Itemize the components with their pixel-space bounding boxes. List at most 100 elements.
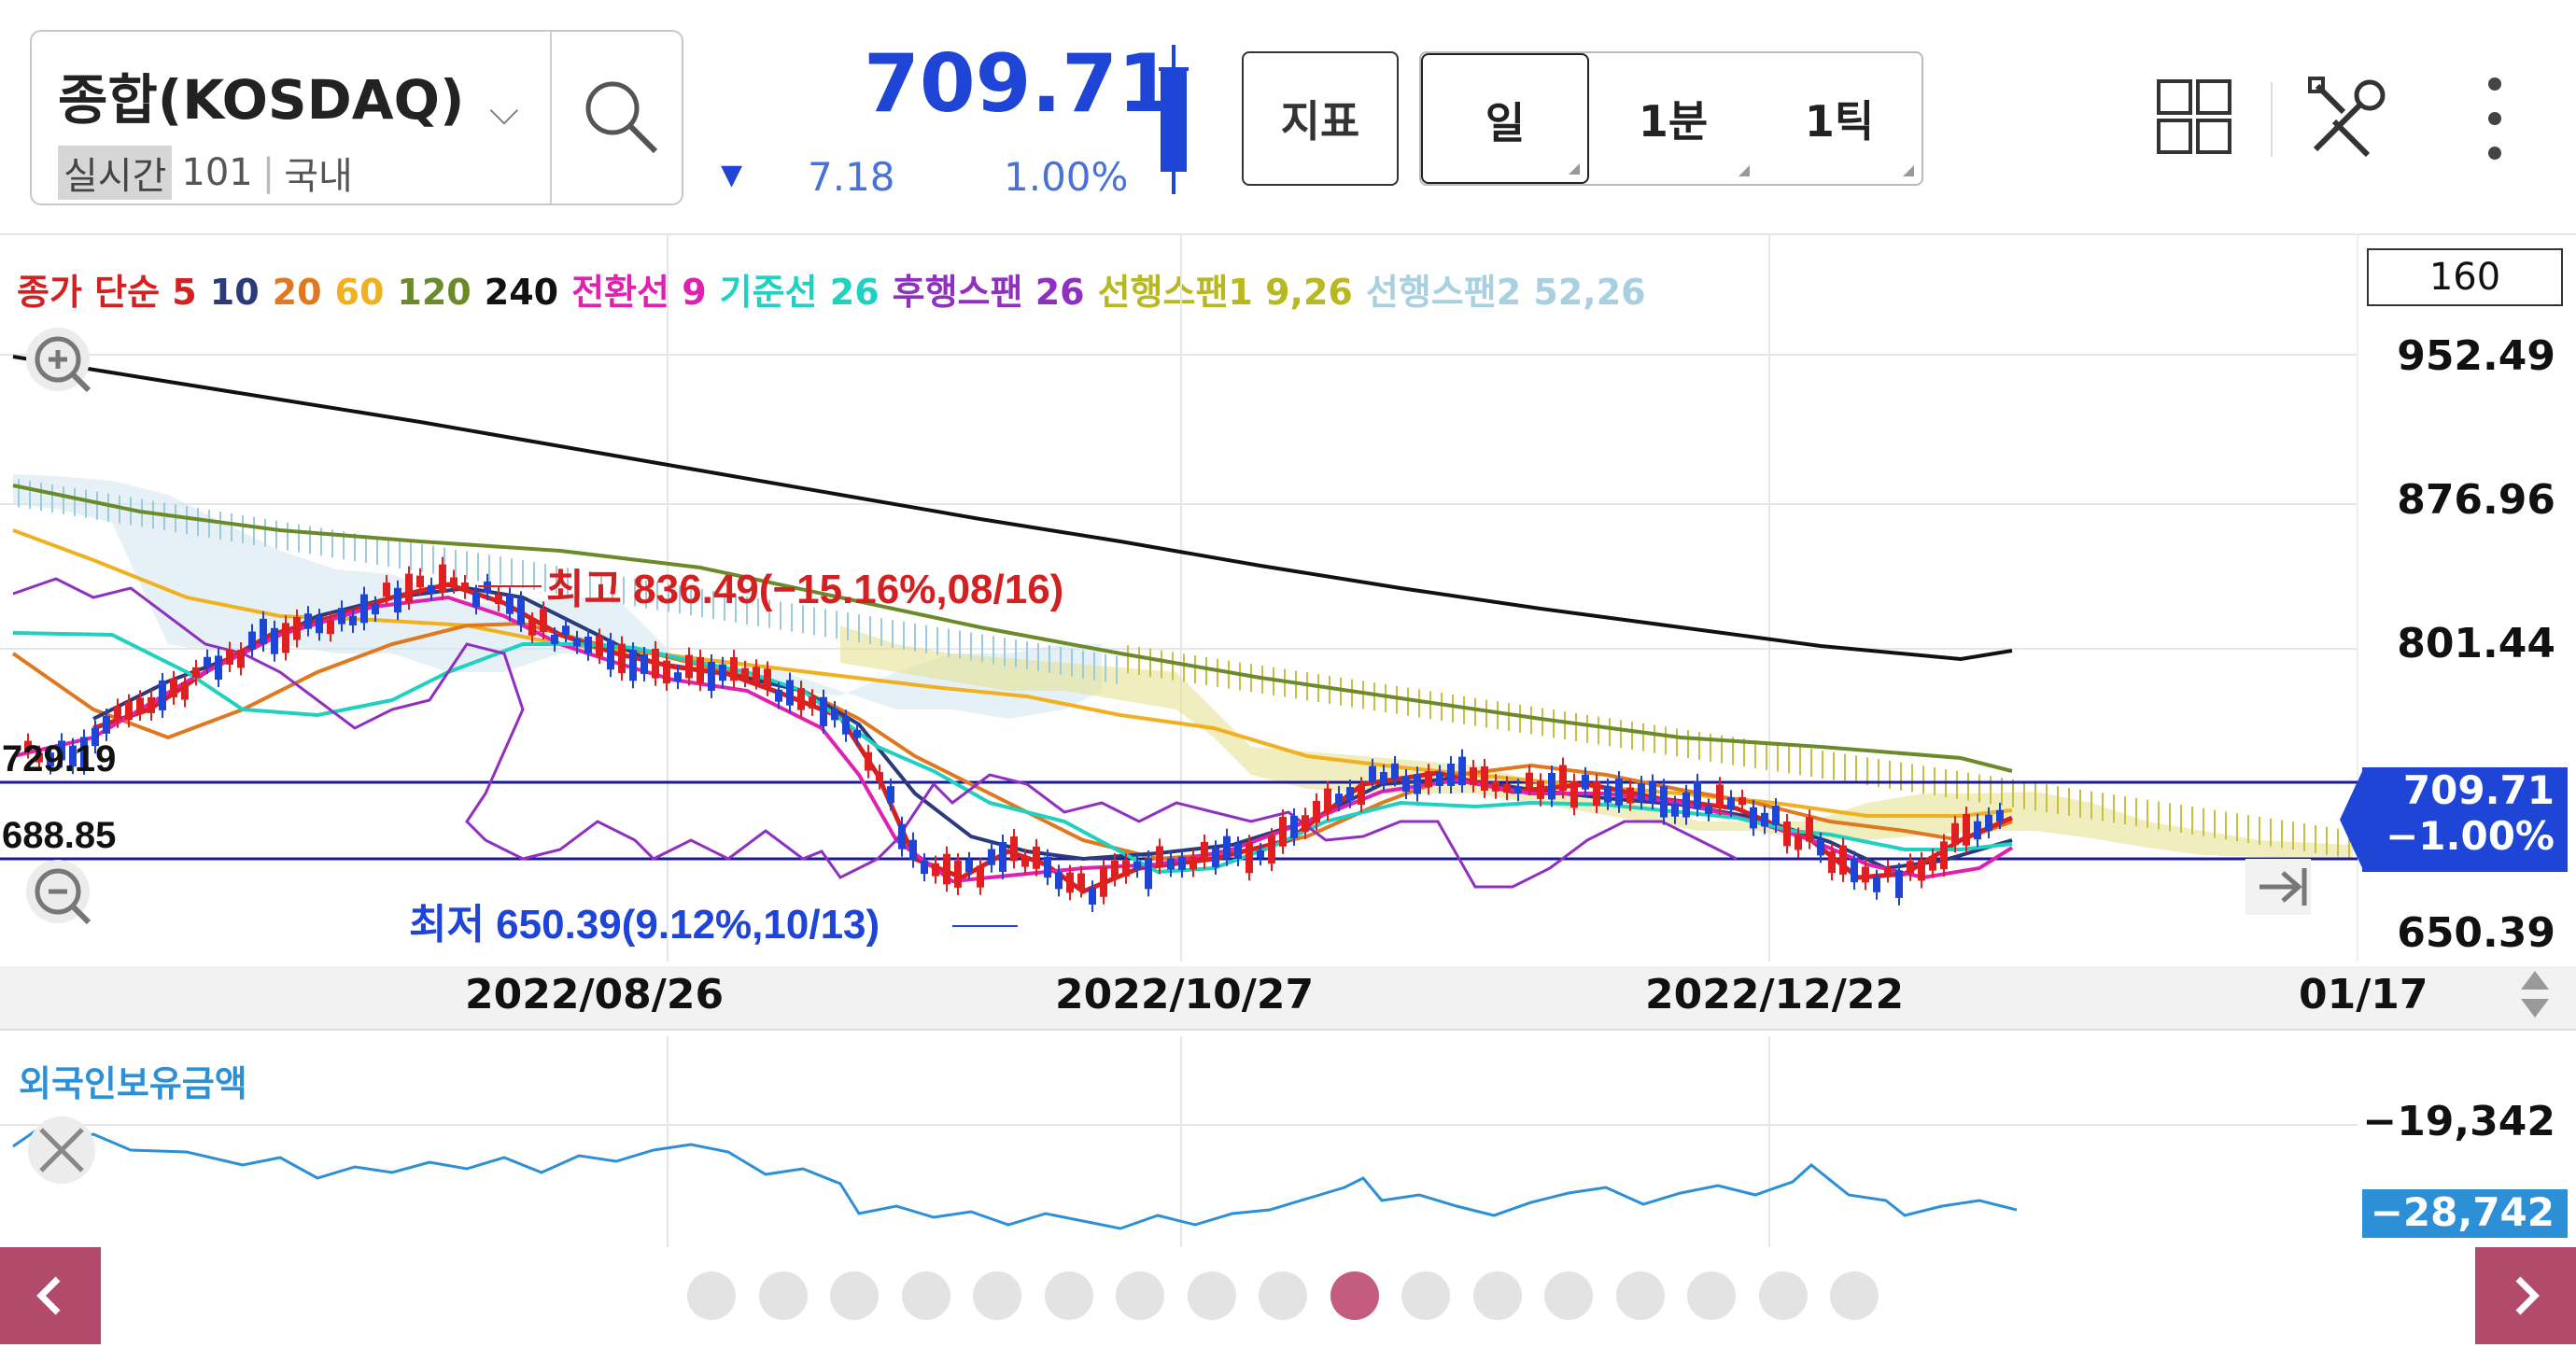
page-dot[interactable] (1330, 1271, 1379, 1320)
search-icon[interactable] (575, 71, 669, 164)
page-dot[interactable] (973, 1271, 1021, 1320)
scroll-to-end-icon[interactable] (2245, 859, 2311, 915)
zoom-out-icon[interactable] (26, 860, 91, 925)
candle-body (103, 715, 110, 734)
candle-body (1974, 821, 1981, 840)
y-axis-label: 650.39 (2397, 909, 2555, 957)
symbol-name[interactable]: 종합(KOSDAQ) (58, 68, 465, 132)
candle-body (921, 861, 928, 875)
candle-body (1055, 872, 1063, 890)
candle-body (192, 667, 200, 679)
candle-body (1201, 841, 1208, 862)
candle-body (484, 581, 491, 594)
candle-body (1234, 844, 1242, 859)
corner-mark (1903, 165, 1914, 176)
candle-body (674, 672, 682, 682)
candle-body (58, 740, 65, 761)
period-1min-button[interactable]: 1분 (1589, 53, 1757, 184)
page-dot[interactable] (687, 1271, 736, 1320)
candle-body (932, 863, 939, 877)
chevron-down-icon[interactable]: ⌵ (489, 88, 519, 133)
candle-body (1738, 796, 1746, 806)
page-dot[interactable] (758, 1271, 808, 1320)
candle-body (472, 592, 480, 608)
y-axis-label: 801.44 (2397, 620, 2555, 667)
scale-input[interactable]: 160 (2367, 248, 2563, 306)
symbol-selector[interactable]: 종합(KOSDAQ) ⌵ 실시간 101 | 국내 (30, 30, 683, 205)
candle-body (282, 623, 289, 653)
candle-body (1402, 777, 1410, 793)
candle-body (1089, 888, 1096, 906)
candle-body (506, 595, 514, 614)
zoom-in-icon[interactable] (26, 328, 91, 393)
x-axis-scroll-icon[interactable] (2521, 971, 2549, 1018)
realtime-code: 101 (181, 151, 253, 194)
candle-body (136, 697, 144, 714)
candle-body (1705, 806, 1712, 814)
page-dot[interactable] (1116, 1271, 1164, 1320)
down-arrow-icon: ▼ (721, 159, 743, 191)
candle-body (629, 650, 637, 681)
candle-body (1604, 785, 1612, 803)
page-dot[interactable] (1187, 1271, 1236, 1320)
divider: | (261, 151, 275, 194)
candle-body (1066, 872, 1074, 893)
page-dot[interactable] (1758, 1271, 1808, 1320)
legend-item: 전환선 9 (571, 272, 707, 313)
market-label: 국내 (284, 155, 353, 198)
next-page-button[interactable] (2475, 1247, 2576, 1344)
page-dot[interactable] (1615, 1271, 1665, 1320)
page-dot[interactable] (901, 1271, 950, 1320)
candle-body (797, 688, 805, 710)
price-chart[interactable]: 최고 836.49(−15.16%,08/16) 최저 650.39(9.12%… (0, 233, 2576, 1247)
candle-body (1212, 848, 1219, 867)
candle-body (1660, 786, 1668, 818)
candle-body (965, 859, 973, 873)
candle-body (1044, 856, 1051, 878)
candle-body (383, 583, 390, 597)
candle-body (1156, 846, 1163, 867)
period-day-button[interactable]: 일 (1421, 53, 1589, 184)
candle-body (640, 653, 648, 674)
candle-body (80, 737, 88, 767)
legend-item: 선행스팬1 9,26 (1097, 272, 1353, 313)
candle-body (1783, 821, 1791, 847)
candle-body (1189, 856, 1197, 870)
x-axis-label: 01/17 (2299, 971, 2428, 1018)
candle-body (1178, 856, 1186, 870)
page-dot[interactable] (830, 1271, 879, 1320)
candle-body (170, 678, 177, 697)
candle-body (114, 706, 121, 721)
page-dot[interactable] (1259, 1271, 1307, 1320)
candle-body (215, 655, 222, 681)
page-dot[interactable] (1401, 1271, 1450, 1320)
layout-grid-icon[interactable] (2157, 79, 2231, 154)
candle-body (1436, 772, 1443, 786)
indicator-button[interactable]: 지표 (1242, 51, 1399, 186)
period-1tick-button[interactable]: 1틱 (1757, 53, 1921, 184)
candle-body (327, 620, 334, 635)
tools-icon[interactable] (2306, 75, 2390, 159)
candle-body (1559, 765, 1567, 792)
page-dot[interactable] (1544, 1271, 1593, 1320)
more-vertical-icon[interactable] (2484, 75, 2506, 163)
candle-body (999, 842, 1006, 872)
page-dot[interactable] (1044, 1271, 1093, 1320)
candle-body (1021, 856, 1029, 867)
candle-body (1626, 787, 1634, 804)
candle-body (1391, 763, 1399, 779)
page-dot[interactable] (1830, 1271, 1879, 1320)
legend-item: 종가 단순 5 (17, 272, 197, 313)
prev-page-button[interactable] (0, 1247, 101, 1344)
candle-body (1761, 812, 1768, 827)
candle-body (1671, 803, 1679, 817)
close-icon[interactable] (28, 1116, 95, 1184)
candle-body (1077, 873, 1085, 891)
page-dot[interactable] (1472, 1271, 1522, 1320)
candle-body (1526, 772, 1533, 788)
indicator-legend[interactable]: 종가 단순 5 10 20 60 120 240 전환선 9 기준선 26 후행스팬 26 선행스… (17, 263, 1659, 315)
candle-body (293, 616, 301, 640)
page-dot[interactable] (1687, 1271, 1736, 1320)
candle-body (181, 682, 189, 700)
candle-body (1335, 793, 1343, 805)
